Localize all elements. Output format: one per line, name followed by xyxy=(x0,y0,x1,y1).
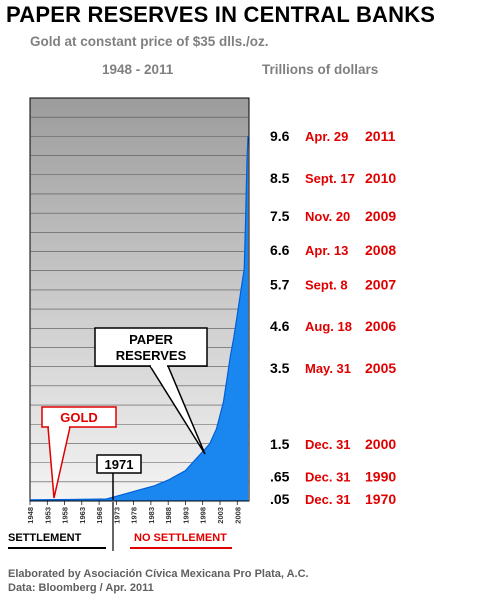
reserve-year-label: 2010 xyxy=(365,170,396,186)
reserve-value-label: 9.6 xyxy=(270,128,290,144)
reserve-year-label: 2011 xyxy=(365,128,396,144)
year-1971-callout: 1971 xyxy=(96,454,142,500)
reserve-value-label: 3.5 xyxy=(270,360,290,376)
x-tick-label: 1958 xyxy=(61,507,70,524)
x-tick-label: 1993 xyxy=(181,507,190,524)
reserve-date-label: Dec. 31 xyxy=(305,437,351,452)
x-tick-label: 1978 xyxy=(130,507,139,524)
settlement-label: SETTLEMENT xyxy=(8,532,82,544)
reserve-date-label: Dec. 31 xyxy=(305,492,351,507)
reserve-year-label: 2006 xyxy=(365,318,396,334)
x-axis-ticks: 1948 1953 1958 1963 1968 1973 1978 1983 1988 1993… xyxy=(26,501,242,524)
reserve-date-label: Aug. 18 xyxy=(305,319,352,334)
reserve-value-label: 6.6 xyxy=(270,242,290,258)
paper-reserves-label-line2: RESERVES xyxy=(116,348,187,363)
paper-reserves-label-line1: PAPER xyxy=(129,332,173,347)
reserve-year-label: 2008 xyxy=(365,242,396,258)
reserve-year-label: 1970 xyxy=(365,491,396,507)
x-tick-label: 1948 xyxy=(26,507,35,524)
period-label: 1948 - 2011 xyxy=(102,62,174,77)
units-label: Trillions of dollars xyxy=(262,62,379,77)
reserve-value-label: 5.7 xyxy=(270,276,290,292)
reserve-date-label: Dec. 31 xyxy=(305,469,351,484)
credit-note: Elaborated by Asociación Cívica Mexicana… xyxy=(8,568,309,580)
reserve-date-label: Sept. 8 xyxy=(305,277,348,292)
paper-reserves-callout: PAPER RESERVES xyxy=(94,327,208,455)
no-settlement-label: NO SETTLEMENT xyxy=(134,532,227,544)
x-tick-label: 2008 xyxy=(233,507,242,524)
paper-reserves-area xyxy=(30,136,248,501)
reserve-date-label: Apr. 13 xyxy=(305,243,348,258)
reserve-year-label: 2000 xyxy=(365,436,396,452)
reserve-value-label: 1.5 xyxy=(270,436,290,452)
x-tick-label: 2003 xyxy=(216,507,225,524)
reserve-value-label: .05 xyxy=(270,491,290,507)
x-tick-label: 1963 xyxy=(78,507,87,524)
reserve-value-label: 4.6 xyxy=(270,318,290,334)
x-tick-label: 1953 xyxy=(43,507,52,524)
reserve-year-label: 2009 xyxy=(365,208,396,224)
x-tick-label: 1998 xyxy=(199,507,208,524)
reserve-points: 9.6 Apr. 29 2011 8.5 Sept. 17 2010 7.5 Nov. 20 2… xyxy=(270,128,396,507)
reserve-date-label: May. 31 xyxy=(305,361,351,376)
reserve-date-label: Apr. 29 xyxy=(305,129,348,144)
reserve-date-label: Nov. 20 xyxy=(305,209,350,224)
source-note: Data: Bloomberg / Apr. 2011 xyxy=(8,582,154,594)
reserve-year-label: 2007 xyxy=(365,276,396,292)
gold-label: GOLD xyxy=(60,410,98,425)
x-tick-label: 1988 xyxy=(164,507,173,524)
reserve-value-label: .65 xyxy=(270,468,290,484)
x-tick-label: 1968 xyxy=(95,507,104,524)
gridlines xyxy=(30,116,249,483)
chart-subtitle: Gold at constant price of $35 dlls./oz. xyxy=(30,34,269,49)
chart-title: PAPER RESERVES IN CENTRAL BANKS xyxy=(6,2,436,27)
reserve-value-label: 8.5 xyxy=(270,170,290,186)
reserve-date-label: Sept. 17 xyxy=(305,171,355,186)
x-tick-label: 1973 xyxy=(112,507,121,524)
year-1971-label: 1971 xyxy=(105,457,134,472)
gold-callout: GOLD xyxy=(41,406,117,499)
reserve-year-label: 2005 xyxy=(365,360,396,376)
reserve-year-label: 1990 xyxy=(365,468,396,484)
reserve-value-label: 7.5 xyxy=(270,208,290,224)
x-tick-label: 1983 xyxy=(147,507,156,524)
